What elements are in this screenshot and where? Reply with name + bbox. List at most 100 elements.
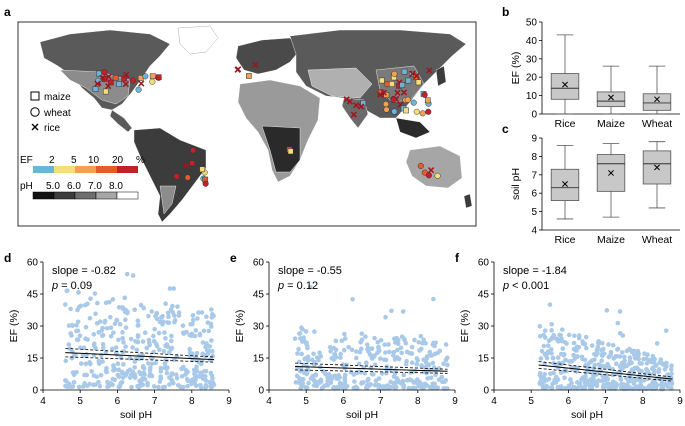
scatter-point [331, 357, 337, 362]
scatter-point [563, 357, 568, 363]
scatter-point [415, 377, 420, 382]
scatter-point [312, 329, 317, 334]
scatter-point [558, 385, 564, 391]
scatter-point [414, 361, 420, 367]
scatter-point [332, 351, 338, 357]
scatter-point [430, 342, 436, 347]
map-site-27 [383, 81, 390, 88]
scatter-point [71, 379, 77, 385]
scatter-point [591, 374, 596, 380]
scatter-point [391, 374, 397, 379]
scatter-point [604, 308, 610, 313]
scatter-point [404, 358, 409, 364]
scatter-point [395, 341, 401, 346]
scatter-point [631, 352, 637, 357]
scatter-point [359, 331, 365, 336]
ef-bin-2 [75, 166, 96, 173]
scatter-point [590, 370, 596, 376]
scatter-point [95, 300, 100, 306]
scatter-point [553, 374, 559, 380]
scatter-point [643, 386, 649, 392]
scatter-point [158, 369, 164, 374]
scatter-point [104, 325, 110, 331]
scatter-point [556, 360, 562, 366]
x-tick-label: 6 [341, 396, 347, 407]
regression-line [538, 364, 673, 380]
scatter-point [116, 337, 121, 343]
scatter-point [167, 382, 172, 387]
box-mean-marker [608, 94, 614, 101]
map-site-78 [189, 147, 197, 154]
scatter-point [167, 286, 173, 291]
scatter-point [123, 317, 128, 323]
box-iqr [596, 91, 626, 108]
scatter-point [372, 362, 378, 368]
ef-tick-percent: % [136, 155, 145, 166]
scatter-point [120, 335, 125, 341]
scatter-point [128, 336, 134, 342]
y-axis-label: soil pH [510, 168, 522, 200]
scatter-point [562, 375, 567, 381]
p-value-annotation: p = 0.12 [277, 280, 318, 292]
scatter-point [641, 377, 647, 383]
scatter-point [119, 370, 125, 376]
x-tick-label: 6 [115, 396, 121, 407]
scatter-point [304, 371, 310, 377]
scatter-point [600, 353, 605, 359]
scatter-point [659, 381, 664, 387]
y-tick-label: 40 [526, 36, 538, 47]
category-label: Rice [554, 234, 575, 246]
scatter-point [156, 384, 161, 390]
y-tick-label: 0 [258, 386, 264, 397]
map-site-3 [122, 81, 130, 88]
scatter-point [368, 352, 373, 358]
scatter-point [665, 372, 671, 377]
box-iqr [550, 73, 580, 100]
map-site-18 [94, 80, 101, 87]
map-site-41 [404, 96, 411, 103]
scatter-point [190, 313, 196, 318]
scatter-point [418, 333, 424, 339]
ph-tick-8: 8.0 [109, 181, 123, 192]
scatter-point [207, 344, 213, 349]
map-site-markers [92, 61, 441, 187]
scatter-point [87, 316, 93, 321]
map-site-56 [421, 91, 428, 98]
scatter-point [354, 349, 359, 354]
map-site-61 [400, 89, 408, 96]
scatter-point [66, 323, 72, 328]
scatter-point [305, 367, 311, 373]
box-wheat [642, 65, 672, 115]
scatter-point [421, 337, 427, 343]
scatter-point [166, 350, 172, 355]
scatter-point [164, 342, 170, 347]
map-site-82 [202, 180, 209, 187]
scatter-point [441, 361, 446, 366]
p-symbol: p [277, 280, 284, 292]
scatter-point [100, 345, 106, 351]
scatter-point [538, 356, 544, 361]
scatter-point [569, 365, 574, 371]
scatter-point [422, 364, 428, 370]
scatter-point [165, 310, 171, 316]
scatter-point [157, 347, 162, 353]
scatter-point [142, 330, 148, 336]
scatter-point [100, 332, 106, 338]
scatter-point [83, 324, 89, 330]
scatter-point [582, 357, 588, 363]
scatter-point [601, 346, 606, 352]
p-value: = 0.12 [284, 280, 318, 292]
scatter-point [187, 350, 193, 355]
scatter-point [125, 368, 131, 374]
scatter-point [198, 385, 204, 390]
scatter-point [164, 366, 169, 372]
scatter-point [204, 341, 209, 346]
scatter-point [638, 377, 643, 383]
scatter-point [338, 351, 343, 357]
scatter-point [208, 321, 214, 327]
ph-tick-6: 6.0 [67, 181, 81, 192]
scatter-point [72, 353, 77, 358]
scatter-point [200, 340, 206, 345]
scatter-point [133, 339, 138, 344]
scatter-point [669, 381, 675, 387]
